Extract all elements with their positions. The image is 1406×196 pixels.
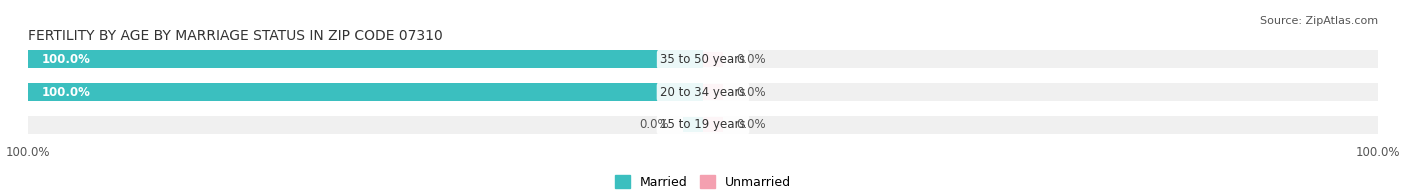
Bar [703,84,723,100]
Bar [703,117,723,132]
Text: Source: ZipAtlas.com: Source: ZipAtlas.com [1260,16,1378,26]
Text: FERTILITY BY AGE BY MARRIAGE STATUS IN ZIP CODE 07310: FERTILITY BY AGE BY MARRIAGE STATUS IN Z… [28,29,443,43]
Legend: Married, Unmarried: Married, Unmarried [614,175,792,189]
Text: 0.0%: 0.0% [737,53,766,66]
Text: 0.0%: 0.0% [737,86,766,99]
Text: 35 to 50 years: 35 to 50 years [661,53,745,66]
Bar [683,117,703,132]
Text: 15 to 19 years: 15 to 19 years [661,118,745,131]
Bar [28,83,1378,101]
Text: 0.0%: 0.0% [737,118,766,131]
Text: 20 to 34 years: 20 to 34 years [661,86,745,99]
Bar [28,51,1378,68]
Text: 100.0%: 100.0% [42,86,90,99]
Bar [28,83,703,101]
Text: 0.0%: 0.0% [640,118,669,131]
Bar [703,52,723,67]
Bar [28,116,1378,134]
Bar [28,51,703,68]
Text: 100.0%: 100.0% [42,53,90,66]
